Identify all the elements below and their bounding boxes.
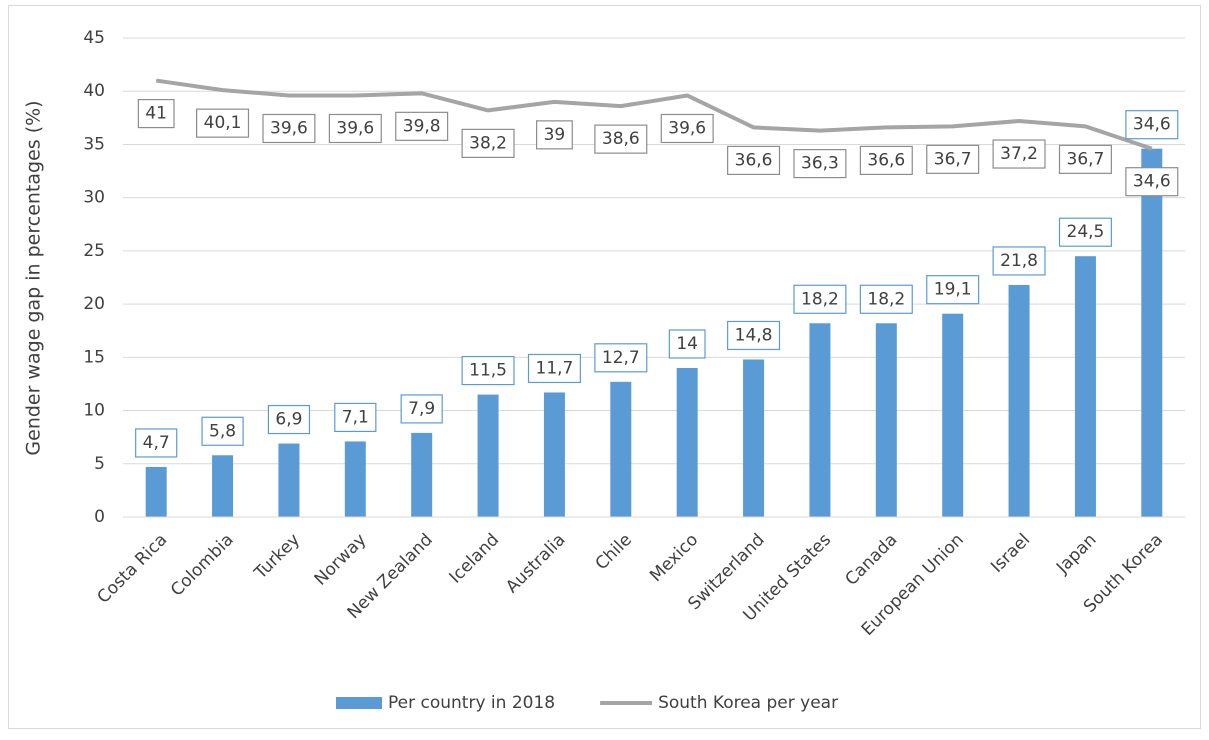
y-tick-label: 35 [83,134,105,154]
bar [477,394,499,517]
data-label: 14,8 [735,325,773,345]
y-tick-label: 0 [94,507,105,527]
label-box [727,145,781,176]
bar [809,323,831,517]
data-label: 18,2 [867,289,905,309]
y-tick-label: 20 [83,294,105,314]
label-box [334,402,377,433]
label-box [201,416,244,446]
bar [212,455,234,517]
data-label: 39,6 [336,118,374,138]
data-label: 39 [544,125,566,145]
label-box [461,128,515,158]
label-box [461,355,515,386]
label-box [926,144,980,174]
y-axis-title: Gender wage gap in percentages (%) [23,100,45,455]
legend-swatch [336,697,382,709]
data-label: 34,6 [1133,172,1171,192]
data-label: 7,1 [342,407,369,427]
data-label: 6,9 [275,410,302,430]
label-box [196,108,250,138]
label-box [1125,110,1179,140]
data-label: 11,5 [469,361,507,381]
bar [676,367,698,517]
data-label: 39,8 [403,116,441,136]
data-label: 37,2 [1000,144,1038,164]
data-label: 18,2 [801,289,839,309]
label-box [992,246,1046,276]
data-label: 21,8 [1000,251,1038,271]
label-box [536,120,573,150]
y-tick-label: 30 [83,188,105,208]
y-tick-label: 15 [83,347,105,367]
data-label: 38,6 [602,129,640,149]
data-label: 36,7 [934,149,972,169]
y-tick-label: 40 [83,81,105,101]
y-tick-label: 25 [83,241,105,261]
legend-label: Per country in 2018 [388,693,555,713]
label-box [660,113,714,144]
data-label: 36,7 [1067,149,1105,169]
bar [610,381,632,517]
data-label: 39,6 [668,118,706,138]
data-label: 36,3 [801,154,839,174]
label-box [400,394,443,424]
data-label: 7,9 [408,399,435,419]
bar [942,313,964,517]
bar [1074,256,1096,517]
label-box [267,404,311,435]
label-box [859,284,913,314]
label-box [527,353,581,384]
y-tick-label: 45 [83,28,105,48]
data-label: 34,6 [1133,115,1171,135]
data-label: 36,6 [867,150,905,170]
bar [344,441,366,517]
label-box [793,149,847,179]
label-box [594,124,648,154]
y-tick-label: 10 [83,401,105,421]
label-box [926,275,980,305]
data-label: 41 [145,104,167,124]
data-label: 5,8 [209,421,236,441]
label-box [727,320,781,351]
data-label: 12,7 [602,348,640,368]
bar [875,323,897,517]
data-label: 11,7 [536,358,574,378]
bar [145,466,167,517]
bar [1141,148,1163,518]
label-box [395,111,449,141]
bar [278,443,300,517]
data-label: 39,6 [270,118,308,138]
bar [543,392,565,517]
label-box [135,428,178,458]
label-box [262,113,316,144]
label-box [992,139,1046,169]
data-label: 36,6 [735,150,773,170]
label-box [1058,144,1112,174]
data-label: 38,2 [469,133,507,153]
label-box [137,98,175,129]
data-label: 14 [676,334,698,354]
label-box [793,284,847,314]
data-label: 4,7 [143,433,170,453]
data-label: 24,5 [1067,222,1105,242]
label-box [594,343,648,373]
data-label: 19,1 [934,280,972,300]
bar [743,359,765,517]
line [155,78,1153,151]
bar [1008,284,1030,517]
label-box [859,145,913,176]
y-tick-label: 5 [94,454,105,474]
label-box [1125,167,1179,197]
label-box [668,329,706,359]
legend-label: South Korea per year [658,693,838,713]
data-label: 40,1 [204,113,242,133]
bar [411,432,433,517]
label-box [1058,217,1112,247]
label-box [328,113,382,144]
